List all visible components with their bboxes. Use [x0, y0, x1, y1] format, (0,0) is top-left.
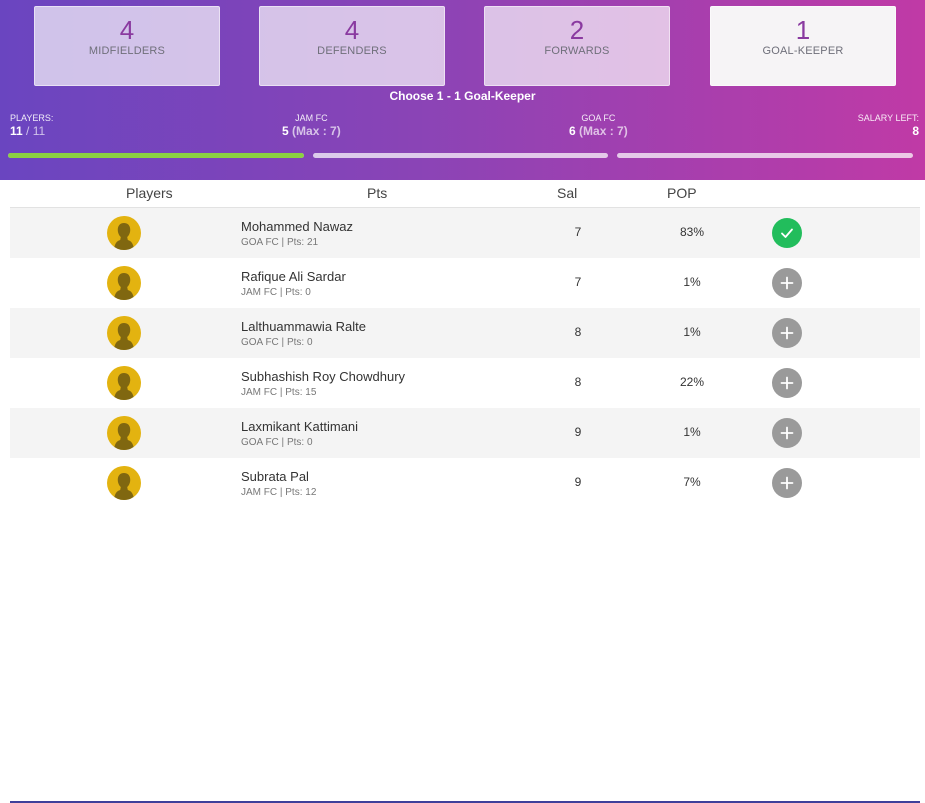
player-meta: JAM FC | Pts: 15: [241, 387, 317, 398]
player-salary: 8: [574, 375, 582, 389]
plus-icon: [780, 276, 794, 290]
player-silhouette-icon: [107, 466, 141, 500]
position-count: 4: [344, 15, 360, 45]
column-header-pop[interactable]: POP: [667, 185, 697, 201]
team1-count: 5: [282, 124, 289, 138]
player-list-panel: Players Pts Sal POP Mohammed Nawaz GOA FC…: [10, 180, 920, 803]
plus-icon: [780, 476, 794, 490]
position-label: GOAL-KEEPER: [762, 45, 844, 57]
table-row[interactable]: Rafique Ali Sardar JAM FC | Pts: 0 7 1%: [10, 258, 920, 308]
players-stat-label: PLAYERS:: [10, 113, 54, 123]
add-player-button[interactable]: [772, 268, 802, 298]
position-card-midfielders[interactable]: 4 MIDFIELDERS: [34, 6, 220, 86]
player-silhouette-icon: [107, 266, 141, 300]
player-popularity: 1%: [683, 325, 701, 339]
player-popularity: 1%: [683, 425, 701, 439]
player-meta: GOA FC | Pts: 21: [241, 237, 319, 248]
position-card-goalkeeper[interactable]: 1 GOAL-KEEPER: [710, 6, 896, 86]
player-popularity: 7%: [683, 475, 701, 489]
progress-bar-2: [313, 153, 608, 158]
position-count: 4: [119, 15, 135, 45]
team2-count: 6: [569, 124, 576, 138]
player-popularity: 22%: [679, 375, 705, 389]
position-card-forwards[interactable]: 2 FORWARDS: [484, 6, 670, 86]
progress-bar-1: [8, 153, 304, 158]
player-meta: GOA FC | Pts: 0: [241, 437, 313, 448]
team1-stat-label: JAM FC: [295, 113, 328, 123]
plus-icon: [780, 326, 794, 340]
player-silhouette-icon: [107, 366, 141, 400]
player-popularity: 1%: [683, 275, 701, 289]
player-name[interactable]: Mohammed Nawaz: [241, 219, 353, 234]
plus-icon: [780, 426, 794, 440]
salary-stat-value: 8: [912, 124, 919, 138]
player-meta: JAM FC | Pts: 12: [241, 487, 317, 498]
table-header: Players Pts Sal POP: [10, 180, 920, 208]
add-player-button[interactable]: [772, 368, 802, 398]
progress-bar-3: [617, 153, 913, 158]
add-player-button[interactable]: [772, 468, 802, 498]
player-silhouette-icon: [107, 216, 141, 250]
players-selected: 11: [10, 124, 23, 138]
team1-max: (Max : 7): [292, 124, 341, 138]
players-stat: PLAYERS: 11 / 11: [10, 113, 53, 139]
table-row[interactable]: Subhashish Roy Chowdhury JAM FC | Pts: 15…: [10, 358, 920, 408]
player-meta: JAM FC | Pts: 0: [241, 287, 311, 298]
player-name[interactable]: Laxmikant Kattimani: [241, 419, 359, 434]
table-row[interactable]: Subrata Pal JAM FC | Pts: 12 9 7%: [10, 458, 920, 508]
salary-stat: SALARY LEFT: 8: [858, 113, 919, 139]
table-row[interactable]: Lalthuammawia Ralte GOA FC | Pts: 0 8 1%: [10, 308, 920, 358]
player-silhouette-icon: [107, 316, 141, 350]
check-icon: [780, 226, 794, 240]
table-row[interactable]: Mohammed Nawaz GOA FC | Pts: 21 7 83%: [10, 208, 920, 258]
player-silhouette-icon: [107, 416, 141, 450]
team2-stat-label: GOA FC: [581, 113, 616, 123]
players-separator: /: [22, 124, 33, 138]
player-name[interactable]: Rafique Ali Sardar: [241, 269, 346, 284]
remove-player-button[interactable]: [772, 218, 802, 248]
player-name[interactable]: Lalthuammawia Ralte: [241, 319, 367, 334]
player-name[interactable]: Subrata Pal: [241, 469, 309, 484]
team2-stat-value: 6 (Max : 7): [569, 124, 628, 139]
player-salary: 8: [574, 325, 582, 339]
add-player-button[interactable]: [772, 318, 802, 348]
player-name[interactable]: Subhashish Roy Chowdhury: [241, 369, 406, 384]
position-label: DEFENDERS: [317, 45, 387, 57]
player-popularity: 83%: [679, 225, 705, 239]
player-salary: 7: [574, 225, 582, 239]
position-cards: 4 MIDFIELDERS 4 DEFENDERS 2 FORWARDS 1 G…: [34, 6, 896, 86]
column-header-sal[interactable]: Sal: [557, 185, 578, 201]
position-count: 2: [569, 15, 585, 45]
column-header-players[interactable]: Players: [126, 185, 173, 201]
players-stat-value: 11 / 11: [10, 124, 53, 139]
team1-stat: JAM FC 5 (Max : 7): [282, 113, 341, 139]
position-card-defenders[interactable]: 4 DEFENDERS: [259, 6, 445, 86]
player-salary: 9: [574, 425, 582, 439]
player-salary: 9: [574, 475, 582, 489]
team1-stat-value: 5 (Max : 7): [282, 124, 341, 139]
header: 4 MIDFIELDERS 4 DEFENDERS 2 FORWARDS 1 G…: [0, 0, 925, 180]
player-meta: GOA FC | Pts: 0: [241, 337, 313, 348]
column-header-pts[interactable]: Pts: [367, 185, 388, 201]
position-label: MIDFIELDERS: [88, 45, 166, 57]
add-player-button[interactable]: [772, 418, 802, 448]
table-row[interactable]: Laxmikant Kattimani GOA FC | Pts: 0 9 1%: [10, 408, 920, 458]
team2-stat: GOA FC 6 (Max : 7): [569, 113, 628, 139]
salary-stat-label: SALARY LEFT:: [857, 113, 919, 123]
selection-instruction: Choose 1 - 1 Goal-Keeper: [389, 89, 536, 103]
plus-icon: [780, 376, 794, 390]
position-count: 1: [795, 15, 811, 45]
position-label: FORWARDS: [544, 45, 610, 57]
progress-fill-1: [8, 153, 304, 158]
player-salary: 7: [574, 275, 582, 289]
players-total: 11: [32, 124, 46, 138]
team2-max: (Max : 7): [579, 124, 628, 138]
